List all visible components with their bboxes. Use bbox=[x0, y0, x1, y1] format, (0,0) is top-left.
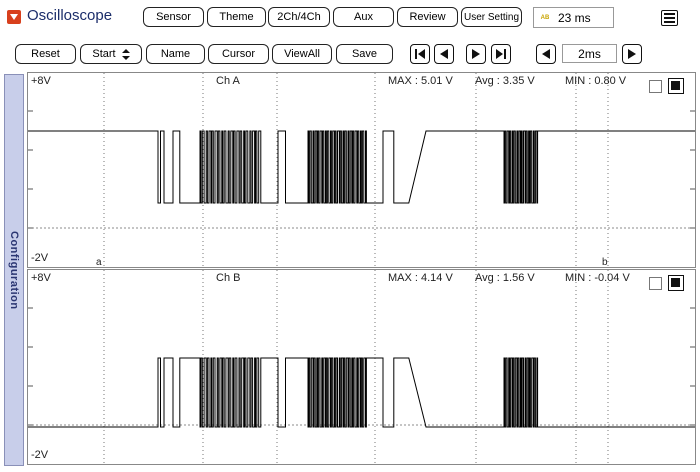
first-icon[interactable] bbox=[410, 44, 430, 64]
channel-a-trace bbox=[28, 73, 695, 267]
last-icon[interactable] bbox=[491, 44, 511, 64]
channel-b-panel[interactable]: +8V Ch B MAX : 4.14 V Avg : 1.56 V MIN :… bbox=[27, 269, 696, 465]
timebase-decrease-icon[interactable] bbox=[536, 44, 556, 64]
channel-a-min: MIN : 0.80 V bbox=[565, 75, 627, 87]
configuration-label: Configuration bbox=[8, 230, 20, 310]
save-button[interactable]: Save bbox=[336, 44, 393, 64]
configuration-tab[interactable]: Configuration bbox=[4, 74, 24, 466]
channel-b-bottom-label: -2V bbox=[31, 449, 49, 461]
cursor-b-label: b bbox=[602, 257, 608, 268]
status-readout: AB 23 ms bbox=[533, 7, 614, 28]
channel-b-top-label: +8V bbox=[31, 272, 51, 284]
reset-button[interactable]: Reset bbox=[15, 44, 76, 64]
channel-a-name: Ch A bbox=[216, 75, 240, 87]
grid bbox=[28, 73, 695, 267]
app-logo-icon[interactable] bbox=[7, 10, 21, 24]
timebase-increase-icon[interactable] bbox=[622, 44, 642, 64]
prev-icon[interactable] bbox=[434, 44, 454, 64]
channel-b-name: Ch B bbox=[216, 272, 241, 284]
status-value: 23 ms bbox=[558, 10, 591, 25]
review-button[interactable]: Review bbox=[397, 7, 458, 27]
start-select[interactable]: Start bbox=[80, 44, 142, 64]
cursor-button[interactable]: Cursor bbox=[208, 44, 269, 64]
channel-a-top-label: +8V bbox=[31, 75, 51, 87]
aux-button[interactable]: Aux bbox=[333, 7, 394, 27]
channel-a-max: MAX : 5.01 V bbox=[388, 75, 453, 87]
cursor-a-label: a bbox=[96, 257, 102, 268]
channel-b-max: MAX : 4.14 V bbox=[388, 272, 453, 284]
channel-b-avg: Avg : 1.56 V bbox=[475, 272, 535, 284]
updown-icon bbox=[121, 48, 130, 60]
start-label: Start bbox=[92, 48, 116, 60]
channel-mode-button[interactable]: 2Ch/4Ch bbox=[268, 7, 330, 27]
channel-a-avg: Avg : 3.35 V bbox=[475, 75, 535, 87]
app-title: Oscilloscope bbox=[27, 7, 113, 24]
viewall-button[interactable]: ViewAll bbox=[272, 44, 332, 64]
channel-a-bottom-label: -2V bbox=[31, 252, 49, 264]
channel-b-maximize-icon[interactable] bbox=[668, 275, 684, 291]
channel-a-maximize-icon[interactable] bbox=[668, 78, 684, 94]
sensor-button[interactable]: Sensor bbox=[143, 7, 204, 27]
channel-b-min: MIN : -0.04 V bbox=[565, 272, 630, 284]
status-icon: AB bbox=[540, 14, 550, 21]
channel-a-panel[interactable]: +8V Ch A MAX : 5.01 V Avg : 3.35 V MIN :… bbox=[27, 72, 696, 268]
channel-b-checkbox[interactable] bbox=[649, 277, 662, 290]
channel-a-checkbox[interactable] bbox=[649, 80, 662, 93]
menu-icon[interactable] bbox=[661, 10, 678, 26]
timebase-value: 2ms bbox=[562, 44, 617, 63]
user-setting-button[interactable]: User Setting bbox=[461, 7, 522, 27]
theme-button[interactable]: Theme bbox=[207, 7, 266, 27]
next-icon[interactable] bbox=[466, 44, 486, 64]
channel-b-trace bbox=[28, 270, 695, 464]
name-button[interactable]: Name bbox=[146, 44, 205, 64]
